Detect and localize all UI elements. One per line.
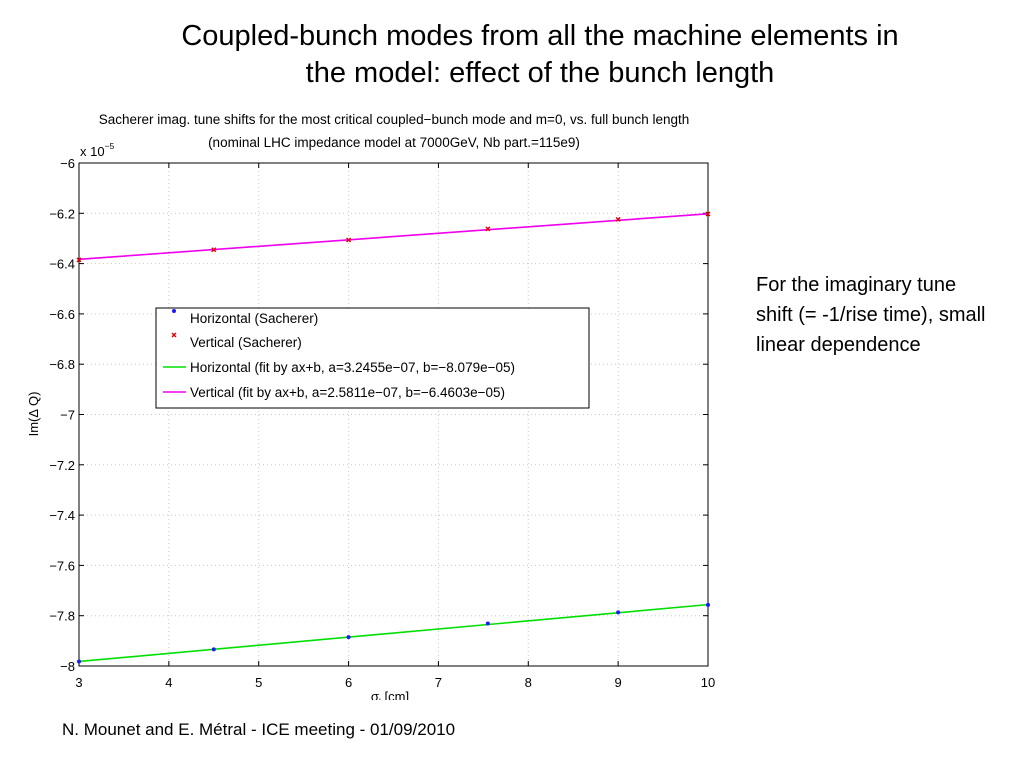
data-point-vertical (485, 226, 491, 232)
x-tick-label: 5 (255, 675, 262, 690)
legend-dot-swatch (172, 309, 176, 313)
x-tick-label: 10 (701, 675, 715, 690)
y-exponent-base: x 10 (80, 144, 105, 159)
data-point-vertical (615, 216, 621, 222)
x-axis-label-unit: [cm] (381, 689, 409, 700)
legend-items: Horizontal (Sacherer) Vertical (Sacherer)… (163, 309, 515, 400)
data-point-horizontal (706, 602, 710, 607)
y-tick-label: −6.2 (49, 206, 75, 221)
legend-label: Horizontal (Sacherer) (190, 311, 318, 326)
slide-title: Coupled-bunch modes from all the machine… (80, 18, 1000, 92)
y-tick-label: −7.6 (49, 558, 75, 573)
y-tick-label: −6 (60, 156, 75, 171)
chart-title: Sacherer imag. tune shifts for the most … (99, 112, 690, 127)
data-point-horizontal (77, 659, 81, 664)
data-point-vertical (346, 237, 352, 243)
data-point-vertical (705, 211, 711, 217)
x-tick-label: 7 (435, 675, 442, 690)
x-tick-label: 8 (525, 675, 532, 690)
y-tick-label: −8 (60, 659, 75, 674)
data-point-vertical (76, 257, 82, 263)
data-point-horizontal (211, 647, 216, 652)
legend-box (155, 307, 590, 409)
slide-title-line-2: the model: effect of the bunch length (305, 57, 775, 89)
x-axis-label-symbol: σ (371, 689, 379, 700)
data-point-horizontal (485, 621, 490, 626)
data-point-horizontal (616, 610, 621, 615)
x-axis-label-subscript: l (379, 697, 381, 700)
x-axis-label: σl [cm] (371, 689, 409, 700)
y-tick-label: −6.6 (49, 307, 75, 322)
footer-credit: N. Mounet and E. Métral - ICE meeting - … (62, 720, 456, 739)
y-exponent-label: x 10−5 (80, 141, 115, 159)
legend-label: Horizontal (fit by ax+b, a=3.2455e−07, b… (190, 360, 515, 375)
slide-title-line-1: Coupled-bunch modes from all the machine… (181, 20, 899, 52)
chart-subtitle: (nominal LHC impedance model at 7000GeV,… (208, 135, 580, 150)
series-line (78, 603, 709, 663)
x-tick-label: 9 (615, 675, 622, 690)
legend-label: Vertical (Sacherer) (190, 335, 302, 350)
legend-cross-swatch (171, 332, 177, 338)
y-axis-label: Im(Δ Q) (26, 392, 41, 437)
y-tick-label: −7.2 (49, 458, 75, 473)
side-note: For the imaginary tune shift (= -1/rise … (756, 274, 986, 356)
y-tick-label: −6.8 (49, 357, 75, 372)
y-tick-label: −7.8 (49, 609, 75, 624)
y-tick-label: −7 (60, 408, 75, 423)
chart-svg: Sacherer imag. tune shifts for the most … (26, 112, 715, 700)
series-line (78, 213, 709, 261)
data-point-vertical (211, 247, 217, 253)
ticks-layer: 3 4 5 6 7 8 9 10 −6 −6.2 −6.4 −6.6 −6.8 −7 −7.2 −7.4 −7.… (49, 156, 715, 690)
x-tick-label: 4 (165, 675, 172, 690)
y-exponent-power: −5 (105, 141, 115, 151)
x-tick-label: 3 (75, 675, 82, 690)
legend-label: Vertical (fit by ax+b, a=2.5811e−07, b=−… (190, 385, 505, 400)
grid-layer (78, 162, 709, 667)
x-tick-label: 6 (345, 675, 352, 690)
legend: Horizontal (Sacherer) Vertical (Sacherer)… (155, 307, 590, 409)
y-tick-label: −7.4 (49, 508, 75, 523)
data-point-horizontal (346, 635, 351, 640)
y-tick-label: −6.4 (49, 257, 75, 272)
chart-figure: Sacherer imag. tune shifts for the most … (0, 100, 770, 700)
series-layer (76, 211, 711, 664)
plot-area-frame (78, 162, 709, 667)
